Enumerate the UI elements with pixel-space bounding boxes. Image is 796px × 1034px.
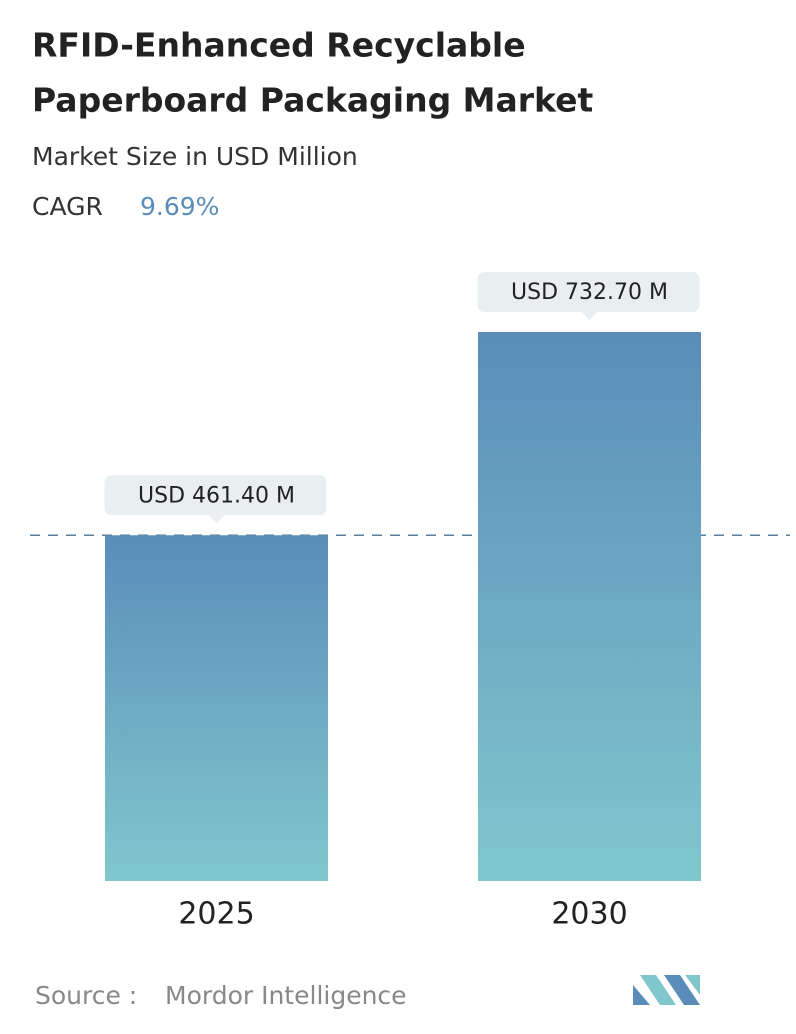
source: Mordor Intelligence (165, 981, 407, 1010)
chart-subtitle: Market Size in USD Million (32, 142, 358, 171)
cagr-value: 9.69% (140, 192, 219, 221)
source-label: Source : (35, 981, 137, 1010)
chart-title: RFID-Enhanced Recyclable (32, 26, 526, 65)
value-label-pointer (581, 312, 598, 320)
value-label: USD 461.40 M (138, 483, 295, 508)
value-label-box (477, 272, 700, 312)
x-tick-label: 2025 (178, 897, 254, 932)
value-label: USD 732.70 M (511, 280, 668, 305)
chart-title: Paperboard Packaging Market (32, 81, 593, 120)
value-label-box (104, 475, 327, 516)
x-tick-label: 2030 (551, 897, 627, 932)
bar (105, 535, 328, 881)
value-label-pointer (208, 515, 225, 524)
cagr-label: CAGR (32, 192, 103, 221)
bar (478, 332, 701, 881)
logo (633, 975, 700, 1005)
